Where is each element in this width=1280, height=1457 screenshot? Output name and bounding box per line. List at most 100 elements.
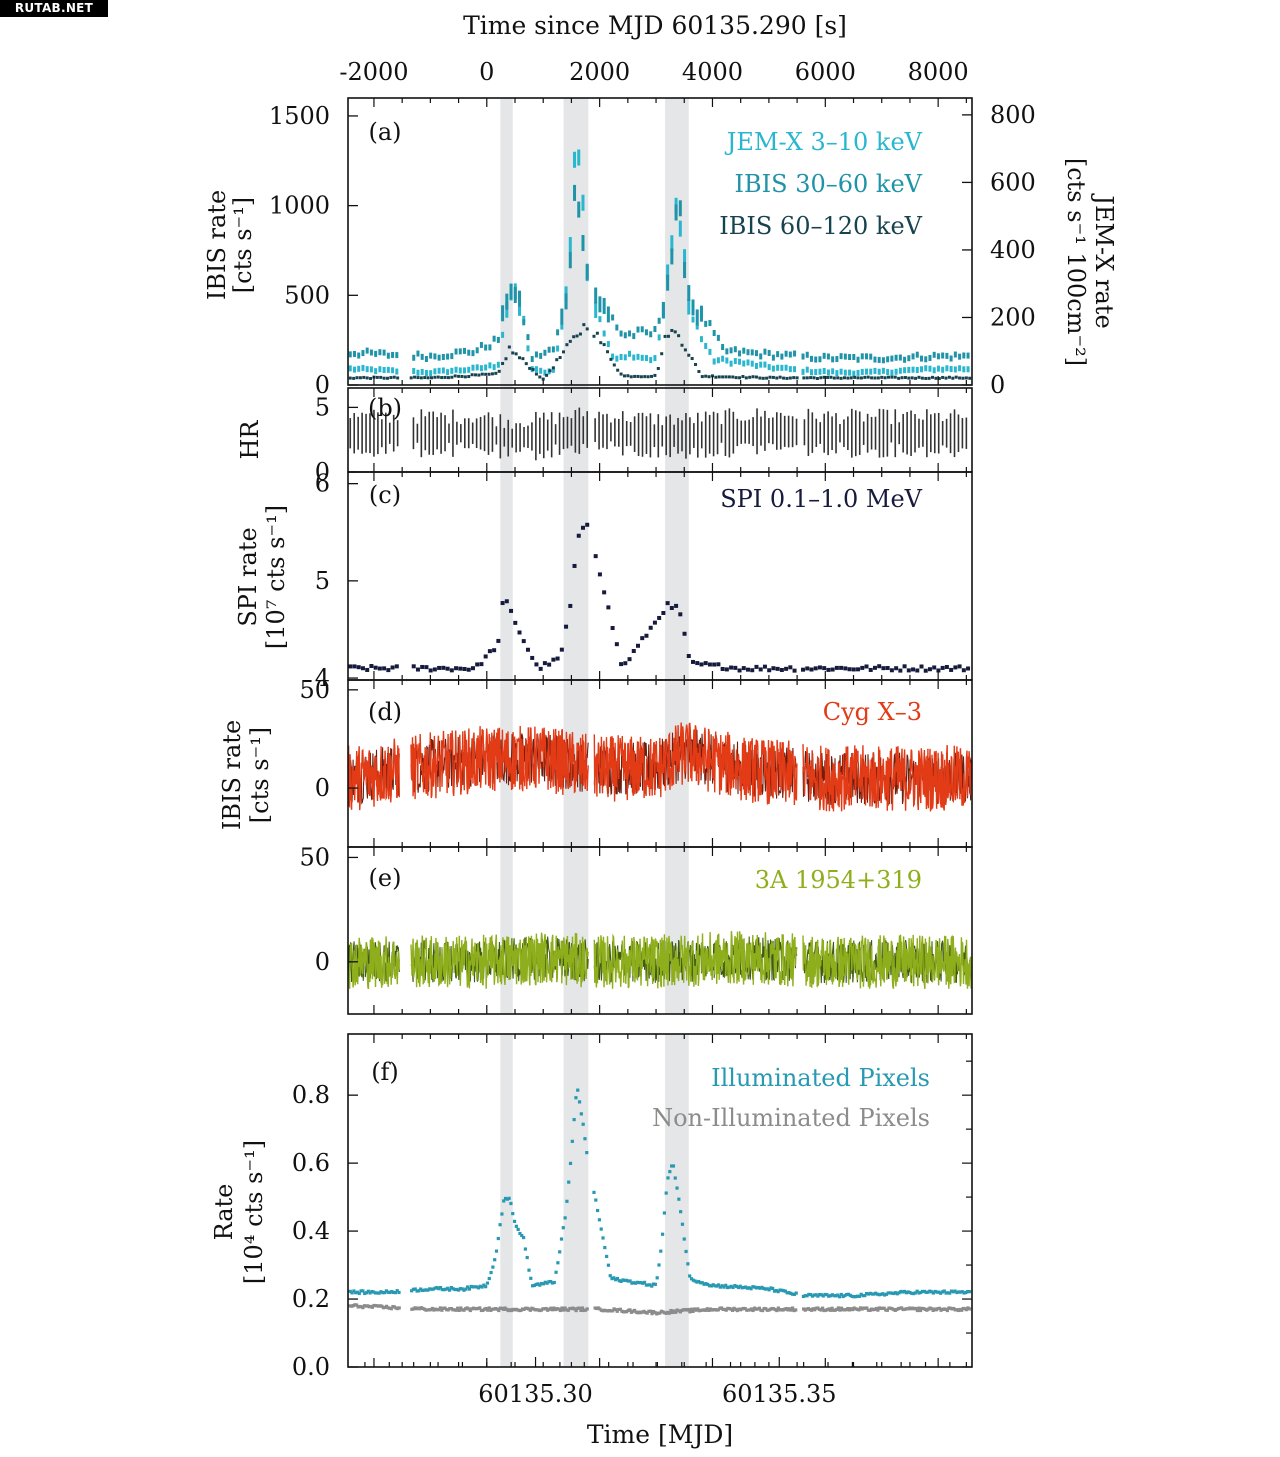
point-a-1 bbox=[424, 355, 428, 362]
point-f-0 bbox=[704, 1282, 708, 1286]
point-a-1 bbox=[945, 352, 949, 359]
point-a-1 bbox=[784, 350, 788, 357]
point-f-0 bbox=[525, 1255, 529, 1260]
ylabel-a-line2: [cts s⁻¹] bbox=[229, 197, 257, 293]
point-a-2 bbox=[842, 376, 846, 380]
point-f-0 bbox=[523, 1247, 527, 1251]
point-a-2 bbox=[805, 376, 809, 380]
point-a-2 bbox=[768, 375, 772, 379]
ytick-c-label: 4 bbox=[315, 664, 330, 692]
point-a-2 bbox=[514, 352, 518, 356]
point-a-2 bbox=[416, 376, 420, 380]
point-c bbox=[957, 664, 962, 669]
point-a-2 bbox=[839, 376, 843, 380]
point-f-1 bbox=[691, 1309, 695, 1313]
point-a-0 bbox=[606, 341, 610, 348]
point-f-0 bbox=[895, 1292, 899, 1296]
panel-frames bbox=[347, 97, 973, 1368]
point-a-0 bbox=[378, 366, 382, 373]
point-a-1 bbox=[479, 341, 483, 348]
point-a-0 bbox=[953, 366, 957, 373]
point-a-1 bbox=[793, 350, 797, 357]
point-f-0 bbox=[846, 1292, 851, 1296]
ytick-d-label: 50 bbox=[299, 676, 330, 704]
point-f-1 bbox=[760, 1308, 765, 1313]
point-f-0 bbox=[552, 1280, 556, 1285]
point-f-1 bbox=[937, 1306, 942, 1310]
point-c bbox=[919, 664, 924, 669]
point-f-0 bbox=[503, 1196, 508, 1201]
point-c bbox=[597, 572, 602, 577]
point-f-0 bbox=[473, 1285, 477, 1289]
ylabel-f-line1: Rate bbox=[210, 1184, 238, 1241]
flare-band-3 bbox=[665, 1034, 689, 1367]
point-c bbox=[716, 662, 721, 667]
point-f-1 bbox=[667, 1311, 671, 1315]
point-c bbox=[750, 668, 755, 673]
ylabel-a-line1: IBIS rate bbox=[203, 190, 231, 300]
ytick-c-label: 5 bbox=[315, 567, 330, 595]
point-c bbox=[360, 666, 365, 671]
point-f-0 bbox=[673, 1176, 677, 1180]
legend-c-0: SPI 0.1–1.0 MeV bbox=[720, 485, 922, 513]
point-f-1 bbox=[705, 1307, 709, 1311]
point-a-1 bbox=[953, 351, 957, 358]
point-f-1 bbox=[456, 1306, 460, 1310]
point-c bbox=[542, 661, 547, 666]
point-a-2 bbox=[487, 372, 491, 376]
point-f-0 bbox=[395, 1289, 399, 1293]
point-f-0 bbox=[462, 1288, 466, 1292]
point-a-1 bbox=[962, 352, 966, 359]
point-a-2 bbox=[599, 341, 603, 345]
point-a-2 bbox=[934, 376, 938, 380]
point-a-2 bbox=[748, 375, 752, 379]
point-a-2 bbox=[809, 376, 813, 380]
right-ytick-a-label: 600 bbox=[990, 168, 1036, 196]
point-f-0 bbox=[520, 1233, 524, 1238]
point-f-0 bbox=[348, 1289, 352, 1293]
point-f-0 bbox=[911, 1291, 916, 1296]
point-a-2 bbox=[927, 376, 931, 380]
point-a-2 bbox=[646, 375, 650, 379]
point-f-0 bbox=[529, 1276, 533, 1280]
point-a-1 bbox=[864, 353, 868, 360]
point-a-1 bbox=[619, 330, 623, 337]
ytick-f-label: 0.0 bbox=[292, 1353, 330, 1381]
point-f-0 bbox=[651, 1282, 656, 1286]
ytick-a-label: 0 bbox=[315, 371, 330, 399]
point-f-0 bbox=[583, 1137, 587, 1141]
point-c bbox=[534, 662, 539, 667]
point-a-0 bbox=[738, 358, 742, 365]
point-a-2 bbox=[690, 357, 694, 361]
point-c bbox=[382, 666, 387, 671]
point-c bbox=[860, 665, 865, 670]
point-f-1 bbox=[819, 1308, 823, 1312]
point-f-0 bbox=[702, 1282, 706, 1286]
flare-band-2 bbox=[563, 98, 589, 1014]
point-a-2 bbox=[859, 376, 863, 380]
point-a-2 bbox=[883, 376, 887, 380]
series-d-trace bbox=[593, 722, 798, 806]
ylabel-b-text: HR bbox=[236, 420, 264, 460]
point-f-1 bbox=[689, 1307, 694, 1311]
point-c bbox=[669, 605, 674, 610]
point-f-0 bbox=[668, 1170, 672, 1174]
point-a-2 bbox=[961, 376, 965, 380]
point-c bbox=[915, 668, 920, 673]
panel-label-b: (b) bbox=[368, 394, 402, 422]
point-a-0 bbox=[941, 366, 945, 373]
point-a-2 bbox=[849, 376, 853, 380]
point-a-0 bbox=[877, 368, 881, 375]
point-c bbox=[623, 661, 628, 666]
point-f-0 bbox=[790, 1292, 795, 1296]
point-a-0 bbox=[395, 368, 399, 375]
point-a-2 bbox=[677, 334, 681, 338]
point-f-0 bbox=[774, 1289, 778, 1293]
point-f-0 bbox=[559, 1237, 564, 1241]
point-f-0 bbox=[698, 1281, 703, 1285]
point-a-0 bbox=[539, 367, 543, 374]
point-f-0 bbox=[568, 1161, 573, 1166]
point-a-0 bbox=[424, 369, 428, 376]
point-f-0 bbox=[771, 1286, 775, 1291]
point-a-0 bbox=[433, 368, 437, 375]
